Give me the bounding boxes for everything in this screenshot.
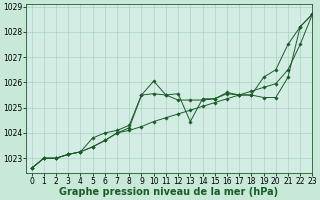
- X-axis label: Graphe pression niveau de la mer (hPa): Graphe pression niveau de la mer (hPa): [60, 187, 278, 197]
